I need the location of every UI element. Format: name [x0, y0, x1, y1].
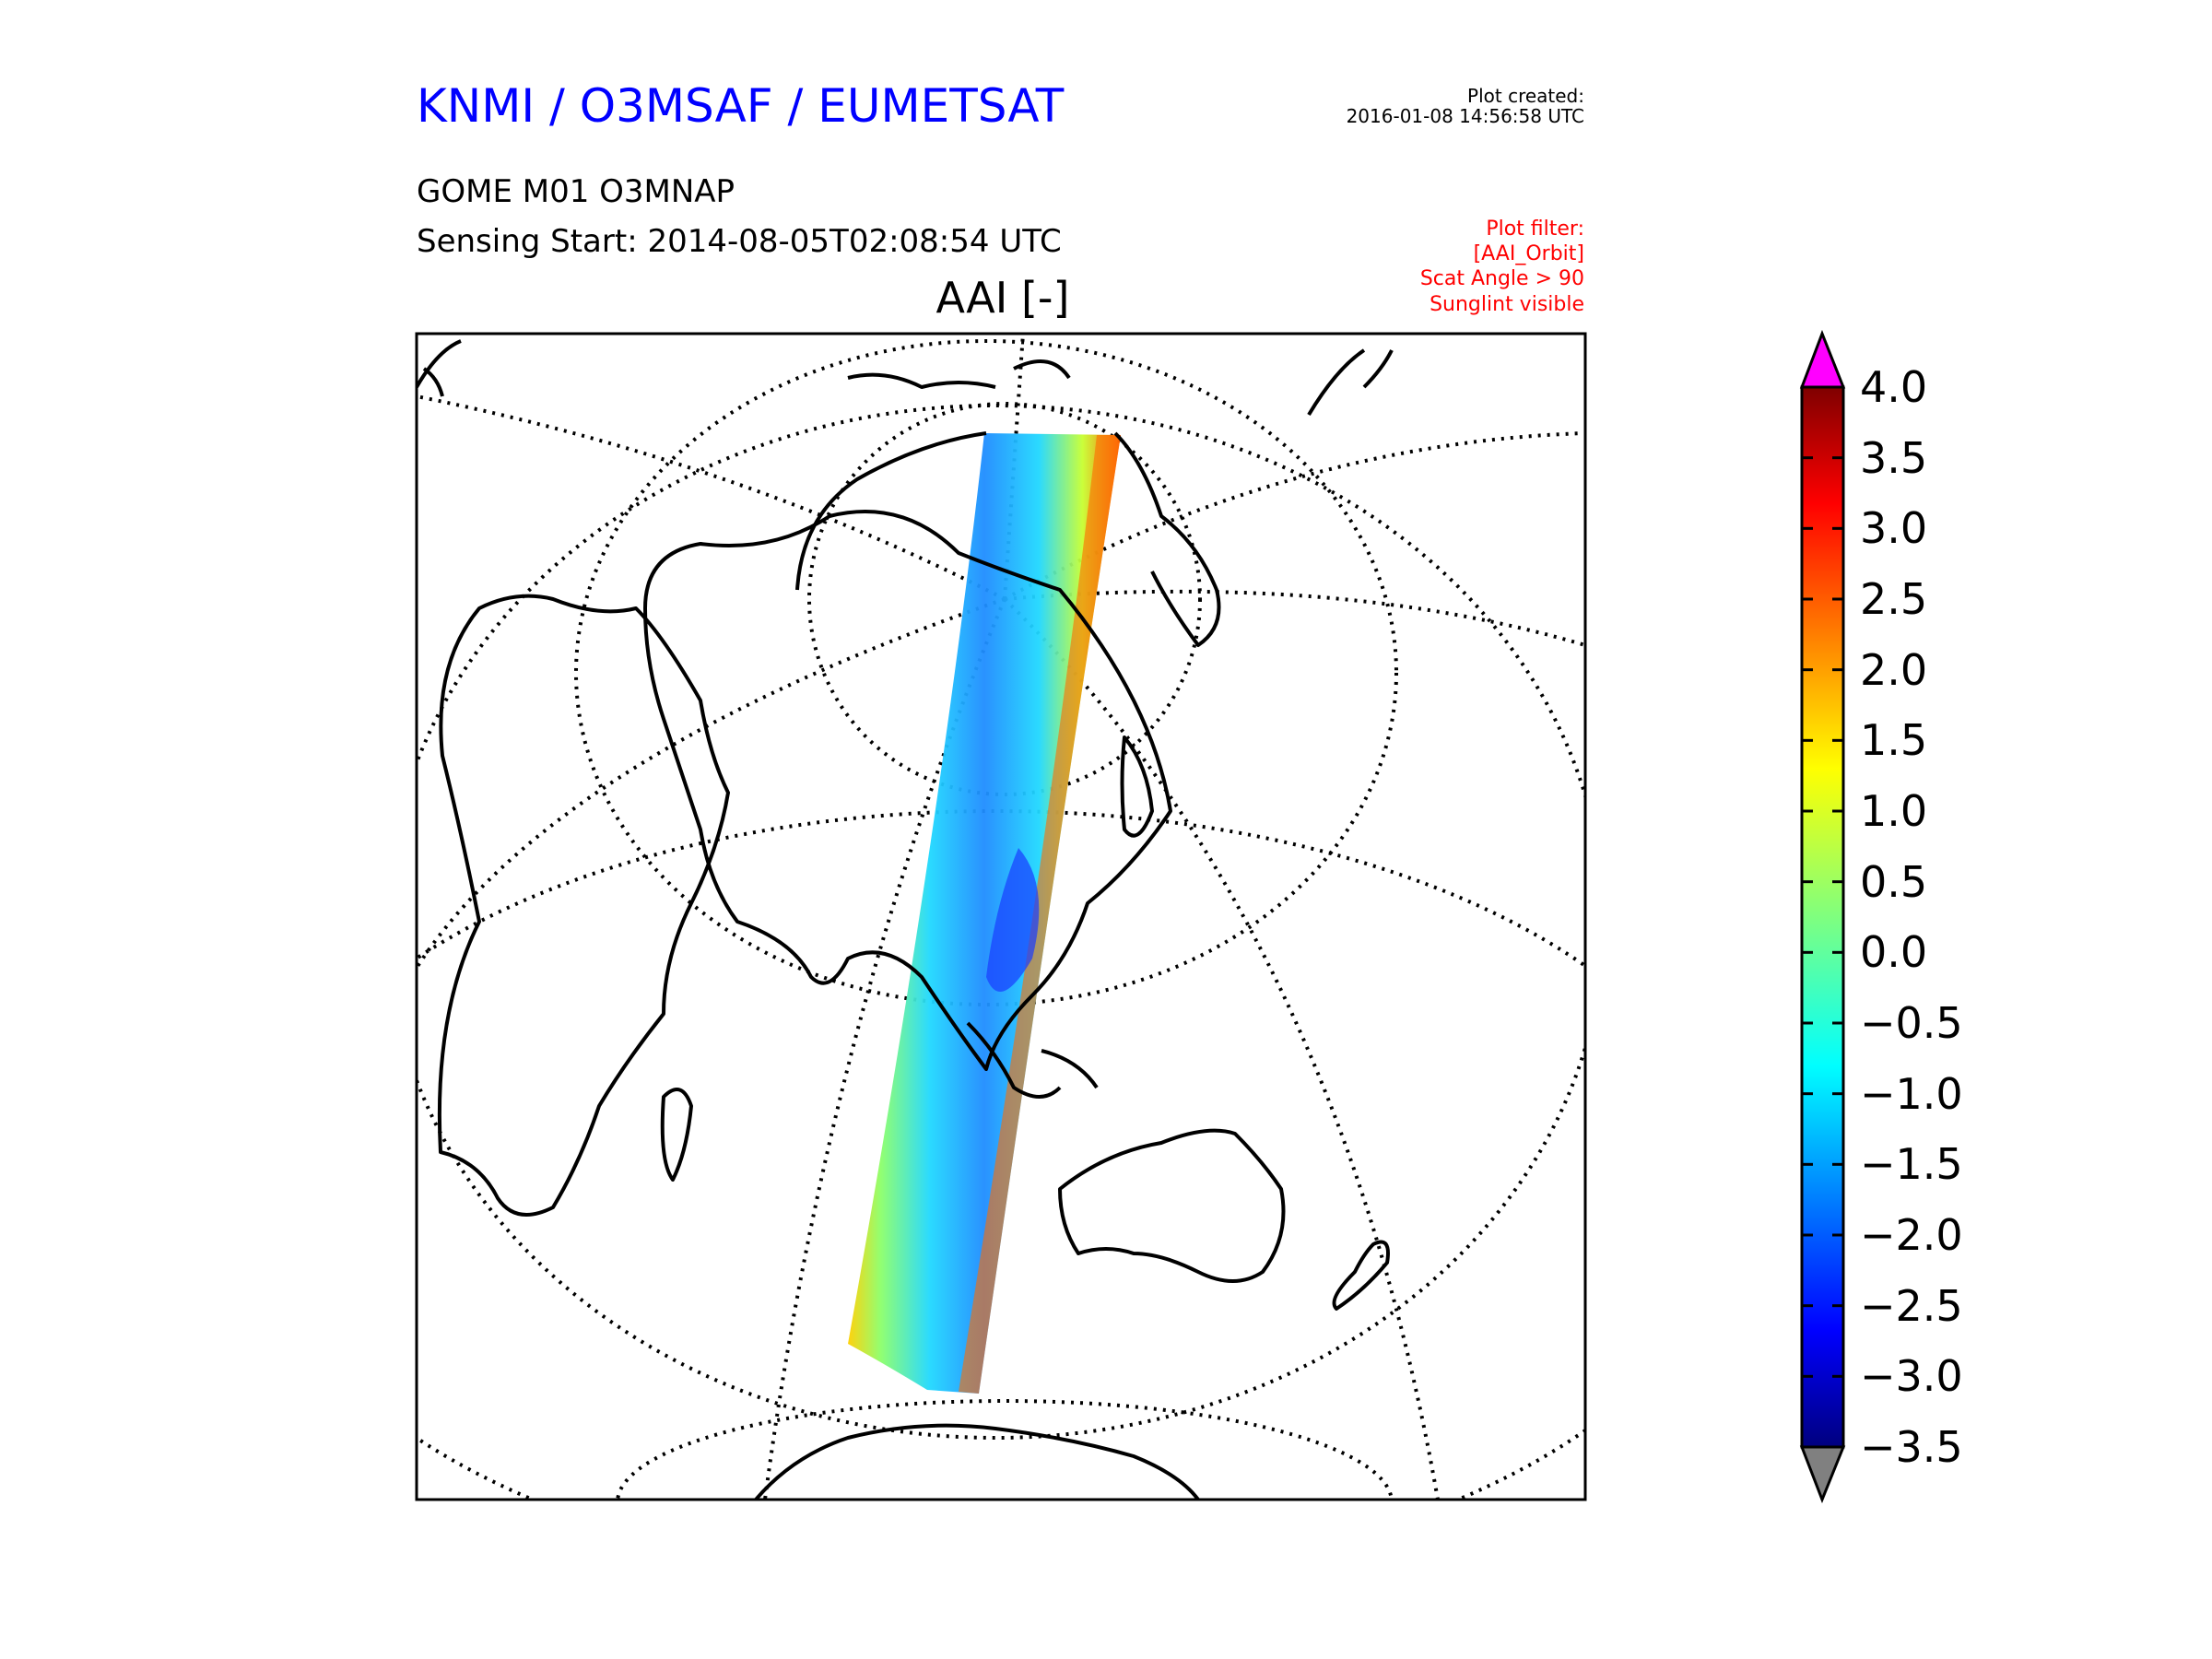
colorbar-tick-label: −1.5	[1860, 1139, 1963, 1190]
sensing-start: Sensing Start: 2014-08-05T02:08:54 UTC	[417, 223, 1062, 260]
colorbar-tick-label: −3.0	[1860, 1351, 1963, 1402]
colorbar-under-arrow	[1799, 1445, 1846, 1504]
product-name: GOME M01 O3MNAP	[417, 173, 735, 210]
colorbar-tick-label: −0.5	[1860, 998, 1963, 1048]
plot-filter-name: [AAI_Orbit]	[1473, 242, 1584, 265]
greenland-coast	[1307, 348, 1394, 417]
plot-filter-sunglint: Sunglint visible	[1430, 293, 1584, 316]
plot-filter-scat-angle: Scat Angle > 90	[1419, 267, 1584, 290]
meridian-3	[1003, 597, 1440, 1500]
map-area	[417, 334, 1585, 1500]
maritime-continent-coast	[966, 1021, 1099, 1099]
colorbar-tick-label: 3.5	[1860, 432, 1928, 483]
meridian-2	[763, 598, 1006, 1500]
new-zealand-coast	[1332, 1240, 1390, 1311]
gome-swath	[848, 433, 1121, 1394]
colorbar-tick-label: 1.5	[1860, 715, 1928, 766]
colorbar-tick-label: 3.0	[1860, 503, 1928, 554]
northwest-coast	[417, 339, 462, 397]
colorbar-tick-label: 4.0	[1860, 362, 1928, 412]
colorbar-tick-label: −3.5	[1860, 1422, 1963, 1472]
colorbar-tick-label: 2.0	[1860, 644, 1928, 695]
swath-blue-core	[986, 848, 1040, 992]
meridian-7	[1004, 431, 1585, 601]
org-title: KNMI / O3MSAF / EUMETSAT	[417, 79, 1065, 133]
colorbar	[1799, 329, 1846, 1504]
north-america-coast	[1113, 431, 1221, 647]
variable-title: AAI [-]	[935, 273, 1070, 323]
antarctica-coast	[754, 1423, 1200, 1500]
colorbar-tick-label: 2.5	[1860, 574, 1928, 624]
plot-filter-label: Plot filter:	[1486, 218, 1584, 241]
map-frame	[415, 332, 1587, 1501]
australia-coast	[1058, 1128, 1286, 1283]
colorbar-tick-label: −1.0	[1860, 1068, 1963, 1119]
africa-coast	[437, 594, 730, 1217]
japan-coast	[1120, 735, 1154, 838]
madagascar-coast	[660, 1088, 693, 1182]
colorbar-tick-label: −2.0	[1860, 1210, 1963, 1260]
colorbar-over-arrow	[1799, 329, 1846, 389]
plot-created-label: Plot created:	[1467, 85, 1584, 107]
coastlines	[417, 339, 1394, 1500]
colorbar-ticks	[1802, 385, 1843, 1449]
colorbar-tick-label: −2.5	[1860, 1280, 1963, 1331]
meridian-6	[417, 394, 1006, 601]
meridian-4	[417, 597, 1006, 970]
swath-red-edge	[959, 435, 1121, 1394]
colorbar-tick-label: 0.5	[1860, 856, 1928, 907]
arctic-islands-coast	[847, 359, 1071, 389]
colorbar-tick-label: 1.0	[1860, 786, 1928, 836]
parallel-30n	[574, 339, 1398, 1006]
colorbar-body	[1800, 385, 1845, 1449]
arctic-circle-arc	[795, 431, 987, 591]
colorbar-tick-label: 0.0	[1860, 927, 1928, 978]
meridian-1	[1003, 334, 1025, 600]
eurasia-coast	[643, 510, 1172, 1071]
plot-created-time: 2016-01-08 14:56:58 UTC	[1346, 105, 1584, 127]
